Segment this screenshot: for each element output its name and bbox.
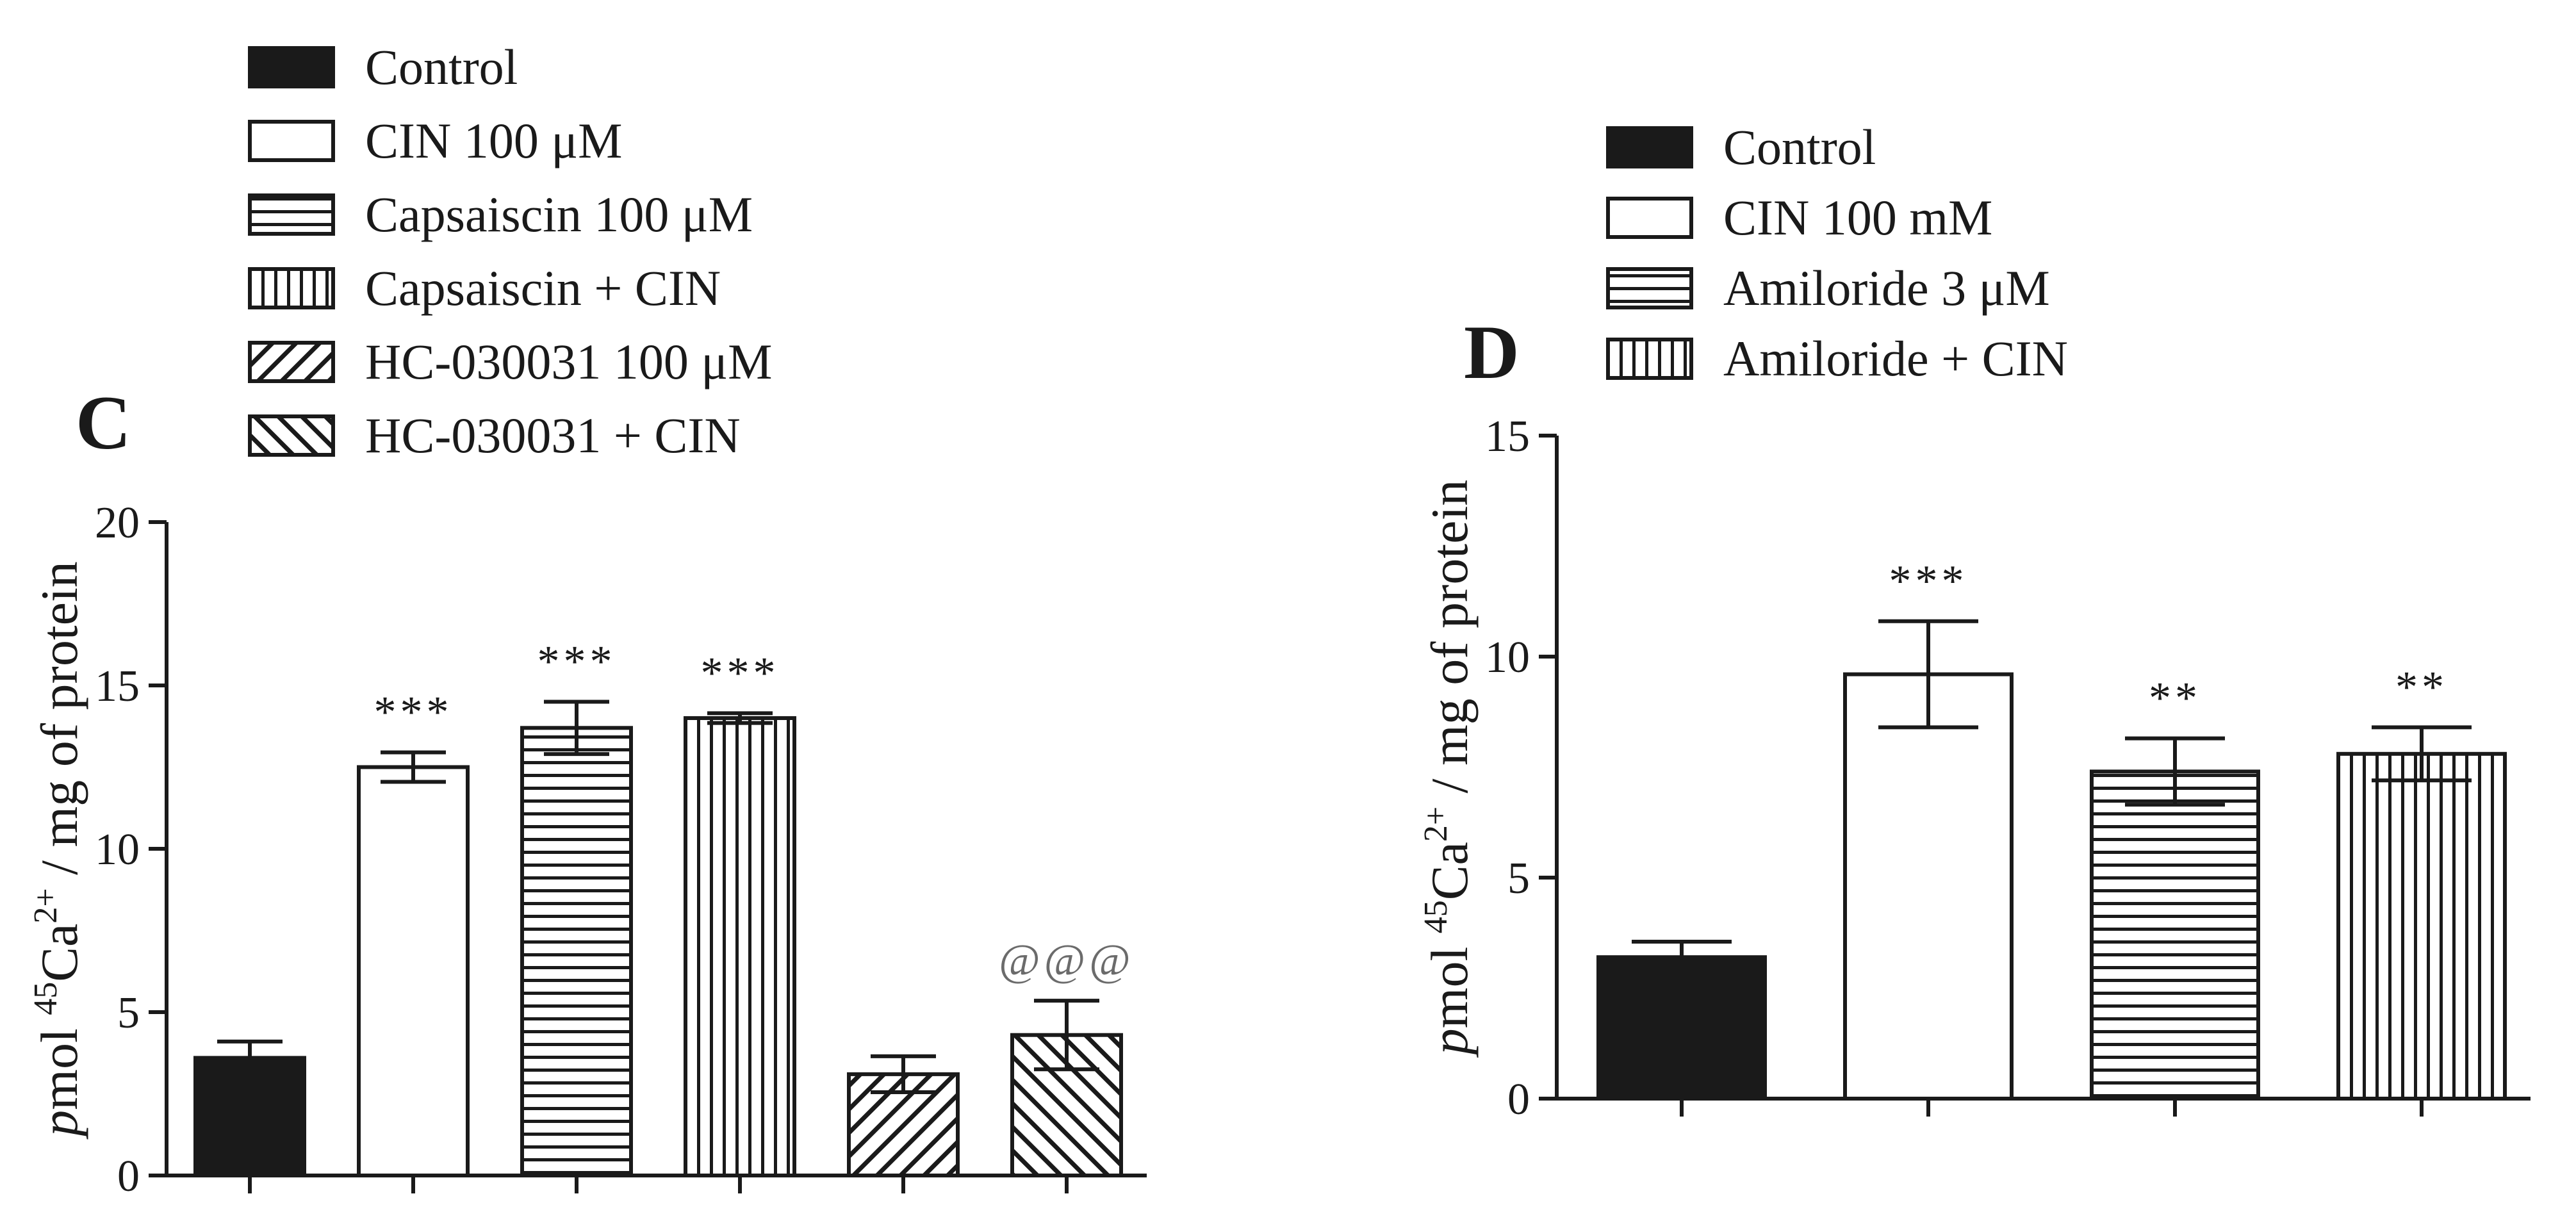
y-tick-label: 5 [117,988,140,1038]
bar [684,716,796,1177]
legend-label: Capsaiscin + CIN [365,260,721,316]
legend-label: Amiloride + CIN [1723,331,2068,386]
legend-swatch [1606,338,1693,380]
bar [520,726,633,1178]
bar [2090,769,2260,1101]
significance-label: *** [701,648,780,698]
bar-group: *** [357,688,470,1193]
panel-letter: C [76,380,131,465]
legend-swatch [248,414,335,457]
legend-label: Control [1723,119,1876,175]
panel-c: C Control CIN 100 μM Capsaiscin 100 μM Capsa… [28,39,1147,1201]
bar [1843,672,2014,1101]
legend-swatch [1606,126,1693,168]
significance-label: ** [2149,674,2201,723]
legend-swatch [248,46,335,88]
bar-group: ** [2090,674,2260,1117]
legend-swatch [248,193,335,236]
bar [1596,955,1767,1101]
y-tick-label: 10 [1485,633,1530,682]
bar [357,765,470,1177]
y-tick-label: 15 [1485,412,1530,461]
bar-group: @@@ [999,936,1134,1193]
bar-group [193,1039,306,1193]
bar-group: *** [1843,557,2014,1117]
significance-label: *** [537,637,616,687]
legend-label: Amiloride 3 μM [1723,260,2050,316]
y-tick-label: 5 [1507,854,1530,903]
significance-label: *** [1889,557,1968,606]
legend-swatch [1606,267,1693,309]
legend-swatch [248,120,335,162]
legend-label: Capsaiscin 100 μM [365,186,753,242]
legend-label: CIN 100 mM [1723,190,1992,245]
bar-group: *** [520,637,633,1193]
significance-label: @@@ [999,936,1134,985]
y-tick-label: 10 [95,825,140,874]
y-tick-label: 0 [117,1152,140,1201]
y-tick-label: 20 [95,498,140,548]
legend-label: HC-030031 + CIN [365,407,741,463]
bar-group [847,1054,960,1193]
panel-letter: D [1464,309,1520,395]
bar-group [1596,940,1767,1117]
significance-label: *** [374,688,453,737]
legend-label: HC-030031 100 μM [365,334,773,389]
y-tick-label: 15 [95,662,140,711]
bar-group: *** [684,648,796,1193]
legend-label: Control [365,39,518,95]
legend-label: CIN 100 μM [365,113,623,168]
legend-swatch [1606,197,1693,239]
panel-d: D Control CIN 100 mM Amiloride 3 μM Amilorid… [1418,119,2531,1124]
legend-swatch [248,267,335,309]
bar [2336,751,2507,1101]
bar-group: ** [2336,662,2507,1117]
y-axis-label: pmol 45Ca2+ / mg of protein [1418,480,1479,1058]
significance-label: ** [2395,662,2448,712]
y-axis-label: pmol 45Ca2+ / mg of protein [28,561,88,1140]
y-tick-label: 0 [1507,1075,1530,1124]
legend-swatch [248,341,335,383]
